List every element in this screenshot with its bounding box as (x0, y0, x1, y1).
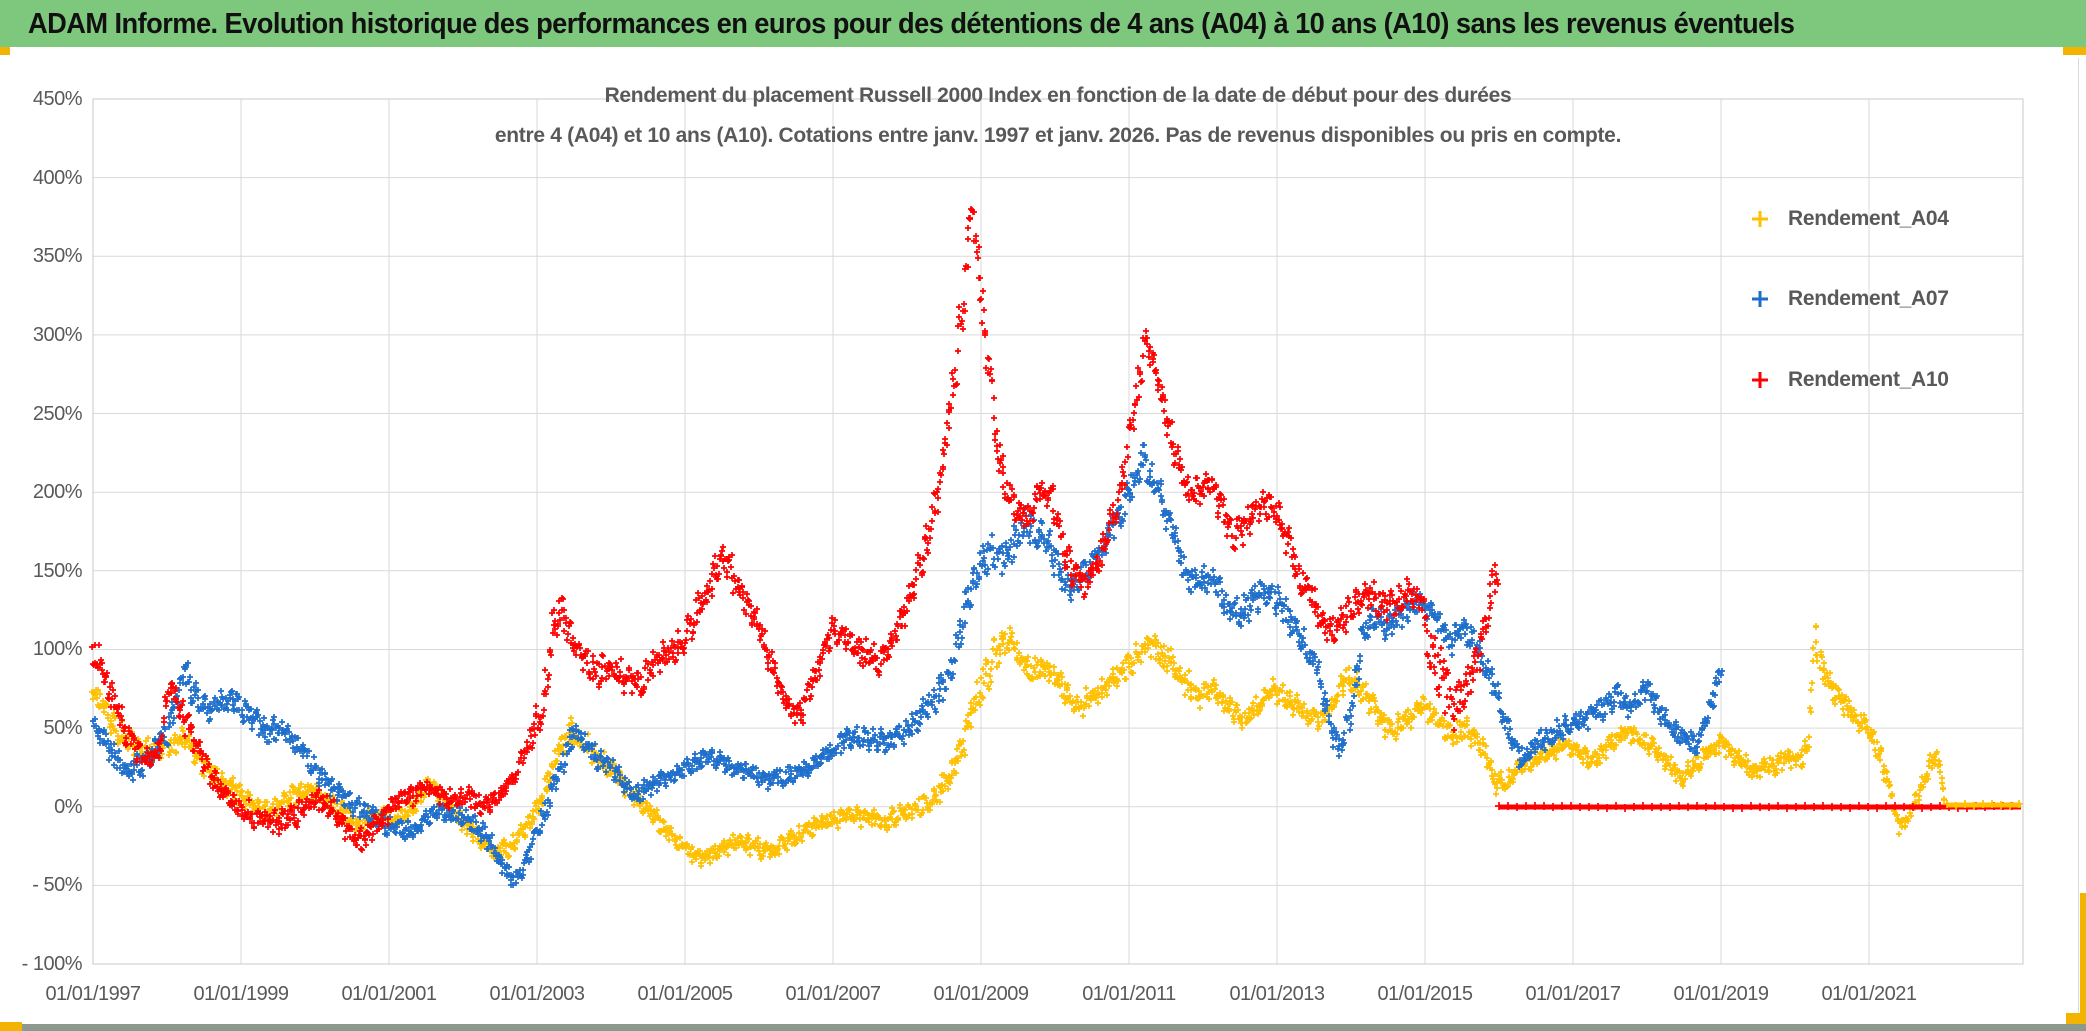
gold-accent-top-left (0, 47, 10, 55)
y-tick-label: 200% (32, 481, 83, 503)
x-tick-label: 01/01/2011 (1082, 983, 1176, 1005)
banner-title: ADAM Informe. Evolution historique des p… (28, 8, 1795, 40)
header-banner: ADAM Informe. Evolution historique des p… (0, 0, 2086, 47)
x-tick-label: 01/01/2003 (489, 983, 585, 1005)
y-tick-label: - 100% (21, 953, 83, 975)
legend-label: Rendement_A10 (1788, 368, 1949, 391)
legend-label: Rendement_A07 (1788, 287, 1949, 310)
chart-title-line-2: entre 4 (A04) et 10 ans (A10). Cotations… (494, 124, 1622, 147)
gold-accent-top-right (2063, 47, 2086, 55)
plus-marker-icon (1752, 211, 1768, 227)
y-tick-label: 100% (32, 638, 83, 660)
chart-frame-right-border (2078, 58, 2079, 1013)
y-tick-label: 0% (54, 796, 82, 818)
legend-item-a07[interactable]: Rendement_A07 (1748, 284, 1949, 314)
gold-accent-bottom-left (0, 1022, 22, 1031)
x-tick-label: 01/01/2013 (1229, 983, 1325, 1005)
plus-marker-icon (1752, 291, 1768, 307)
x-tick-label: 01/01/2019 (1673, 983, 1769, 1005)
x-tick-label: 01/01/1997 (45, 983, 141, 1005)
y-tick-label: 400% (32, 167, 83, 189)
y-tick-label: 450% (32, 88, 83, 110)
y-tick-label: 350% (32, 245, 83, 267)
chart-title-line-1: Rendement du placement Russell 2000 Inde… (604, 84, 1512, 107)
gold-accent-right-strip (2080, 893, 2086, 1031)
y-tick-label: 250% (32, 403, 83, 425)
legend-label: Rendement_A04 (1788, 207, 1949, 230)
x-tick-label: 01/01/1999 (193, 983, 289, 1005)
legend-item-a10[interactable]: Rendement_A10 (1748, 365, 1949, 395)
x-tick-label: 01/01/2005 (637, 983, 733, 1005)
y-tick-label: - 50% (32, 874, 82, 896)
x-tick-label: 01/01/2009 (933, 983, 1029, 1005)
x-tick-label: 01/01/2007 (785, 983, 881, 1005)
y-tick-label: 300% (32, 324, 83, 346)
y-tick-label: 150% (32, 560, 83, 582)
x-tick-label: 01/01/2021 (1821, 983, 1917, 1005)
x-tick-label: 01/01/2015 (1377, 983, 1473, 1005)
legend-item-a04[interactable]: Rendement_A04 (1748, 204, 1949, 234)
bottom-bar (0, 1024, 2086, 1031)
x-tick-label: 01/01/2017 (1525, 983, 1621, 1005)
plus-marker-icon (1752, 372, 1768, 388)
y-tick-label: 50% (43, 717, 82, 739)
x-tick-label: 01/01/2001 (341, 983, 437, 1005)
